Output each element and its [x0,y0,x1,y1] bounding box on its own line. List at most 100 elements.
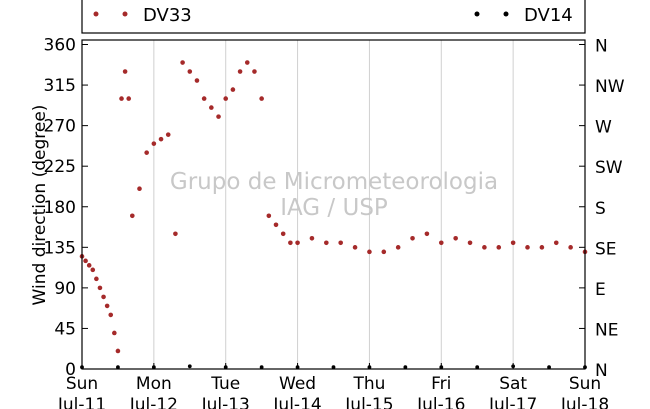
point-dv33 [151,141,157,146]
point-dv33 [324,240,329,246]
grid-lines [153,40,514,369]
point-dv33 [280,231,286,237]
point-dv33 [525,245,530,250]
x-tick-day: Sat [499,374,527,394]
x-tick-date: Jul-12 [129,395,178,409]
compass-label: NE [595,320,618,340]
point-dv33 [83,258,88,264]
point-dv33 [86,263,92,268]
point-dv33 [104,303,110,309]
point-dv33 [187,69,193,74]
point-dv14 [259,365,264,370]
point-dv33 [252,69,257,74]
x-tick-day: Wed [279,374,316,394]
point-dv33 [101,294,106,300]
y-tick-label: 315 [44,76,76,96]
legend-marker-dv33-2 [122,11,128,17]
point-dv33 [266,213,272,219]
compass-label: N [595,37,608,57]
point-dv33 [173,231,178,237]
point-dv14 [403,365,408,370]
point-dv33 [216,114,221,119]
point-dv14 [116,365,120,370]
compass-label: SW [595,158,623,178]
point-dv33 [209,105,214,110]
plot-area [82,40,585,369]
point-dv33 [424,231,430,237]
x-tick-day: Sun [569,374,601,394]
point-dv33 [438,240,444,246]
compass-label: SE [595,239,617,259]
point-dv33 [288,240,293,246]
point-dv33 [568,245,573,250]
y-tick-label: 180 [44,198,76,218]
compass-label: E [595,280,606,300]
x-tick-date: Jul-18 [560,395,609,409]
legend-marker-dv14-2 [503,11,509,17]
point-dv33 [496,245,502,250]
plot-frame [81,39,586,370]
x-tick-date: Jul-13 [201,395,250,409]
x-tick-day: Sun [66,374,98,394]
point-dv33 [244,60,250,65]
y-tick-label: 45 [54,319,76,339]
axes: SunJul-11MonJul-12TueJul-13WedJul-14ThuJ… [44,36,625,409]
point-dv33 [237,69,243,74]
point-dv33 [482,245,487,250]
x-tick-day: Thu [352,374,385,394]
point-dv33 [467,240,473,246]
point-dv33 [108,312,114,318]
point-dv33 [112,330,117,336]
point-dv33 [115,348,121,354]
point-dv33 [367,249,372,255]
point-dv33 [259,96,264,101]
point-dv33 [338,240,343,246]
point-dv33 [130,213,135,219]
point-dv14 [475,365,480,370]
y-tick-label: 0 [65,360,76,380]
point-dv33 [137,186,142,192]
y-tick-label: 360 [44,36,76,56]
point-dv14 [331,365,336,370]
point-dv33 [158,136,164,142]
x-tick-date: Jul-11 [57,395,106,409]
point-dv33 [126,96,132,101]
legend-marker-dv14-1 [474,11,480,17]
x-tick-day: Fri [431,374,451,394]
x-tick-day: Mon [136,374,172,394]
x-tick-date: Jul-15 [344,395,393,409]
point-dv33 [395,245,401,250]
point-dv33 [97,285,103,291]
point-dv33 [273,222,279,228]
y-tick-label: 90 [54,279,76,299]
x-tick-date: Jul-14 [272,395,321,409]
point-dv33 [410,236,415,241]
legend-label-dv33: DV33 [143,5,192,26]
point-dv33 [510,240,516,246]
y-tick-label: 225 [44,157,76,177]
point-dv33 [94,276,99,282]
point-dv14 [187,364,192,369]
point-dv33 [201,96,207,101]
y-tick-label: 270 [44,117,76,137]
point-dv33 [295,240,300,246]
point-dv33 [381,249,387,255]
point-dv33 [119,96,124,101]
point-dv33 [122,69,128,74]
compass-label: S [595,199,606,219]
x-tick-date: Jul-16 [416,395,465,409]
point-dv33 [309,236,315,241]
point-dv33 [539,245,545,250]
point-dv33 [165,132,171,137]
point-dv33 [230,87,236,92]
y-tick-label: 135 [44,238,76,258]
compass-label: W [595,118,612,138]
watermark-line-2: IAG / USP [280,195,388,221]
point-dv33 [223,96,229,101]
point-dv33 [352,245,358,250]
legend-marker-dv33-1 [93,11,99,17]
compass-label: NW [595,77,625,97]
point-dv33 [553,240,559,246]
point-dv33 [194,78,200,83]
